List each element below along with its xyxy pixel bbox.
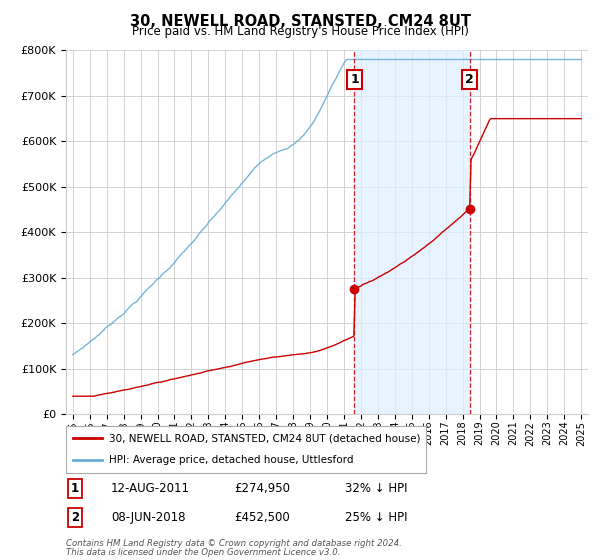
Text: 30, NEWELL ROAD, STANSTED, CM24 8UT (detached house): 30, NEWELL ROAD, STANSTED, CM24 8UT (det… bbox=[109, 433, 421, 444]
Text: 2: 2 bbox=[71, 511, 79, 524]
Text: 25% ↓ HPI: 25% ↓ HPI bbox=[345, 511, 407, 524]
Text: 30, NEWELL ROAD, STANSTED, CM24 8UT: 30, NEWELL ROAD, STANSTED, CM24 8UT bbox=[130, 14, 470, 29]
Text: £274,950: £274,950 bbox=[234, 482, 290, 495]
Text: Price paid vs. HM Land Registry's House Price Index (HPI): Price paid vs. HM Land Registry's House … bbox=[131, 25, 469, 38]
Text: £452,500: £452,500 bbox=[234, 511, 290, 524]
Text: 2: 2 bbox=[466, 73, 474, 86]
Text: 12-AUG-2011: 12-AUG-2011 bbox=[111, 482, 190, 495]
Text: 32% ↓ HPI: 32% ↓ HPI bbox=[345, 482, 407, 495]
Text: 1: 1 bbox=[71, 482, 79, 495]
Text: 08-JUN-2018: 08-JUN-2018 bbox=[111, 511, 185, 524]
Text: 1: 1 bbox=[350, 73, 359, 86]
Text: HPI: Average price, detached house, Uttlesford: HPI: Average price, detached house, Uttl… bbox=[109, 455, 354, 465]
Bar bbox=[355, 50, 470, 414]
Text: This data is licensed under the Open Government Licence v3.0.: This data is licensed under the Open Gov… bbox=[66, 548, 341, 557]
Text: Contains HM Land Registry data © Crown copyright and database right 2024.: Contains HM Land Registry data © Crown c… bbox=[66, 539, 402, 548]
